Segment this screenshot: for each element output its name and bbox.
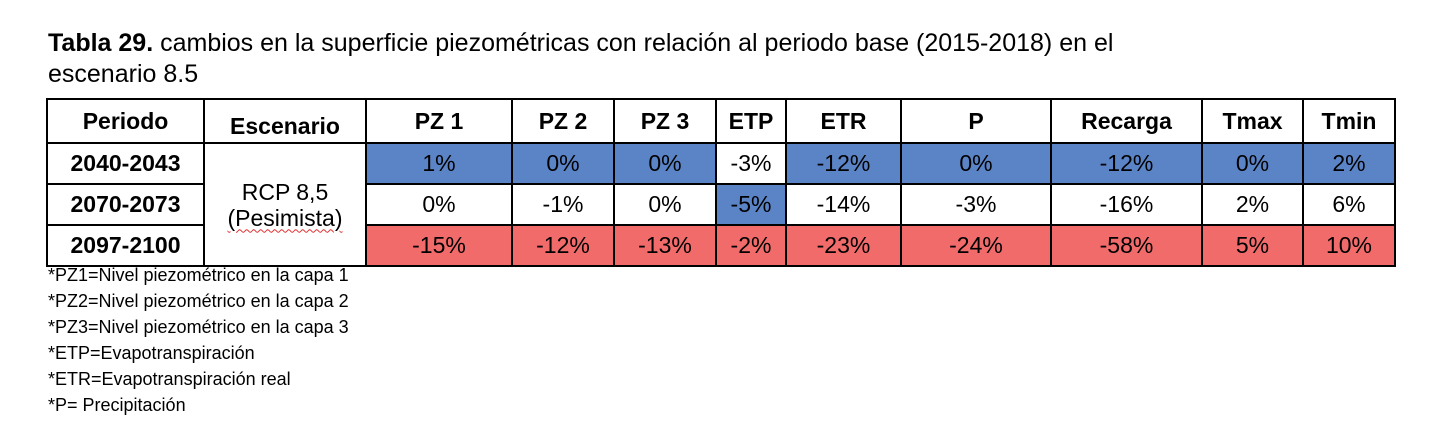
header-etp: ETP: [715, 98, 787, 144]
header-periodo: Periodo: [46, 98, 205, 144]
period-cell: 2097-2100: [46, 224, 205, 267]
header-pz3: PZ 3: [613, 98, 717, 144]
value-cell: -12%: [511, 224, 615, 267]
footnote: *ETR=Evapotranspiración real: [48, 369, 291, 389]
value-cell: -16%: [1050, 183, 1203, 226]
header-etr: ETR: [785, 98, 902, 144]
footnote: *PZ2=Nivel piezométrico en la capa 2: [48, 291, 349, 311]
header-pz1: PZ 1: [365, 98, 513, 144]
header-tmax: Tmax: [1201, 98, 1304, 144]
footnotes: *PZ1=Nivel piezométrico en la capa 1 *PZ…: [48, 262, 349, 418]
header-recarga: Recarga: [1050, 98, 1203, 144]
header-tmin: Tmin: [1302, 98, 1396, 144]
value-cell: -14%: [785, 183, 902, 226]
table-row: 2070-2073 0% -1% 0% -5% -14% -3% -16% 2%…: [46, 183, 1396, 226]
table-row: 2040-2043 RCP 8,5 (Pesimista) 1% 0% 0% -…: [46, 142, 1396, 267]
results-table: Periodo Escenario PZ 1 PZ 2 PZ 3 ETP ETR…: [46, 98, 1396, 267]
value-cell: -23%: [785, 224, 902, 267]
footnote: *ETP=Evapotranspiración: [48, 343, 255, 363]
value-cell: 0%: [613, 142, 717, 185]
value-cell: 0%: [511, 142, 615, 185]
footnote: *P= Precipitación: [48, 395, 186, 415]
caption-label: Tabla 29.: [48, 29, 154, 57]
footnote: *PZ1=Nivel piezométrico en la capa 1: [48, 265, 349, 285]
value-cell: -2%: [715, 224, 787, 267]
value-cell: -15%: [365, 224, 513, 267]
value-cell: -24%: [900, 224, 1052, 267]
header-row: Periodo Escenario PZ 1 PZ 2 PZ 3 ETP ETR…: [46, 98, 1396, 144]
value-cell: 0%: [1201, 142, 1304, 185]
value-cell: -12%: [1050, 142, 1203, 185]
header-pz2: PZ 2: [511, 98, 615, 144]
value-cell: -1%: [511, 183, 615, 226]
caption-text: cambios en la superficie piezométricas c…: [48, 29, 1114, 88]
header-p: P: [900, 98, 1052, 144]
scenario-line2: (Pesimista): [227, 204, 343, 231]
value-cell: 6%: [1302, 183, 1396, 226]
value-cell: -3%: [715, 142, 787, 185]
value-cell: 1%: [365, 142, 513, 185]
period-cell: 2070-2073: [46, 183, 205, 226]
value-cell: -5%: [715, 183, 787, 226]
value-cell: -3%: [900, 183, 1052, 226]
scenario-line1: RCP 8,5: [241, 178, 329, 205]
header-escenario: Escenario: [203, 98, 367, 144]
value-cell: 0%: [365, 183, 513, 226]
value-cell: 10%: [1302, 224, 1396, 267]
table-caption: Tabla 29. cambios en la superficie piezo…: [48, 28, 1168, 90]
value-cell: -12%: [785, 142, 902, 185]
scenario-cell: RCP 8,5 (Pesimista): [203, 142, 367, 267]
table-row: 2097-2100 -15% -12% -13% -2% -23% -24% -…: [46, 224, 1396, 267]
period-cell: 2040-2043: [46, 142, 205, 185]
value-cell: 2%: [1302, 142, 1396, 185]
value-cell: -13%: [613, 224, 717, 267]
value-cell: 2%: [1201, 183, 1304, 226]
value-cell: -58%: [1050, 224, 1203, 267]
footnote: *PZ3=Nivel piezométrico en la capa 3: [48, 317, 349, 337]
value-cell: 0%: [900, 142, 1052, 185]
value-cell: 0%: [613, 183, 717, 226]
value-cell: 5%: [1201, 224, 1304, 267]
